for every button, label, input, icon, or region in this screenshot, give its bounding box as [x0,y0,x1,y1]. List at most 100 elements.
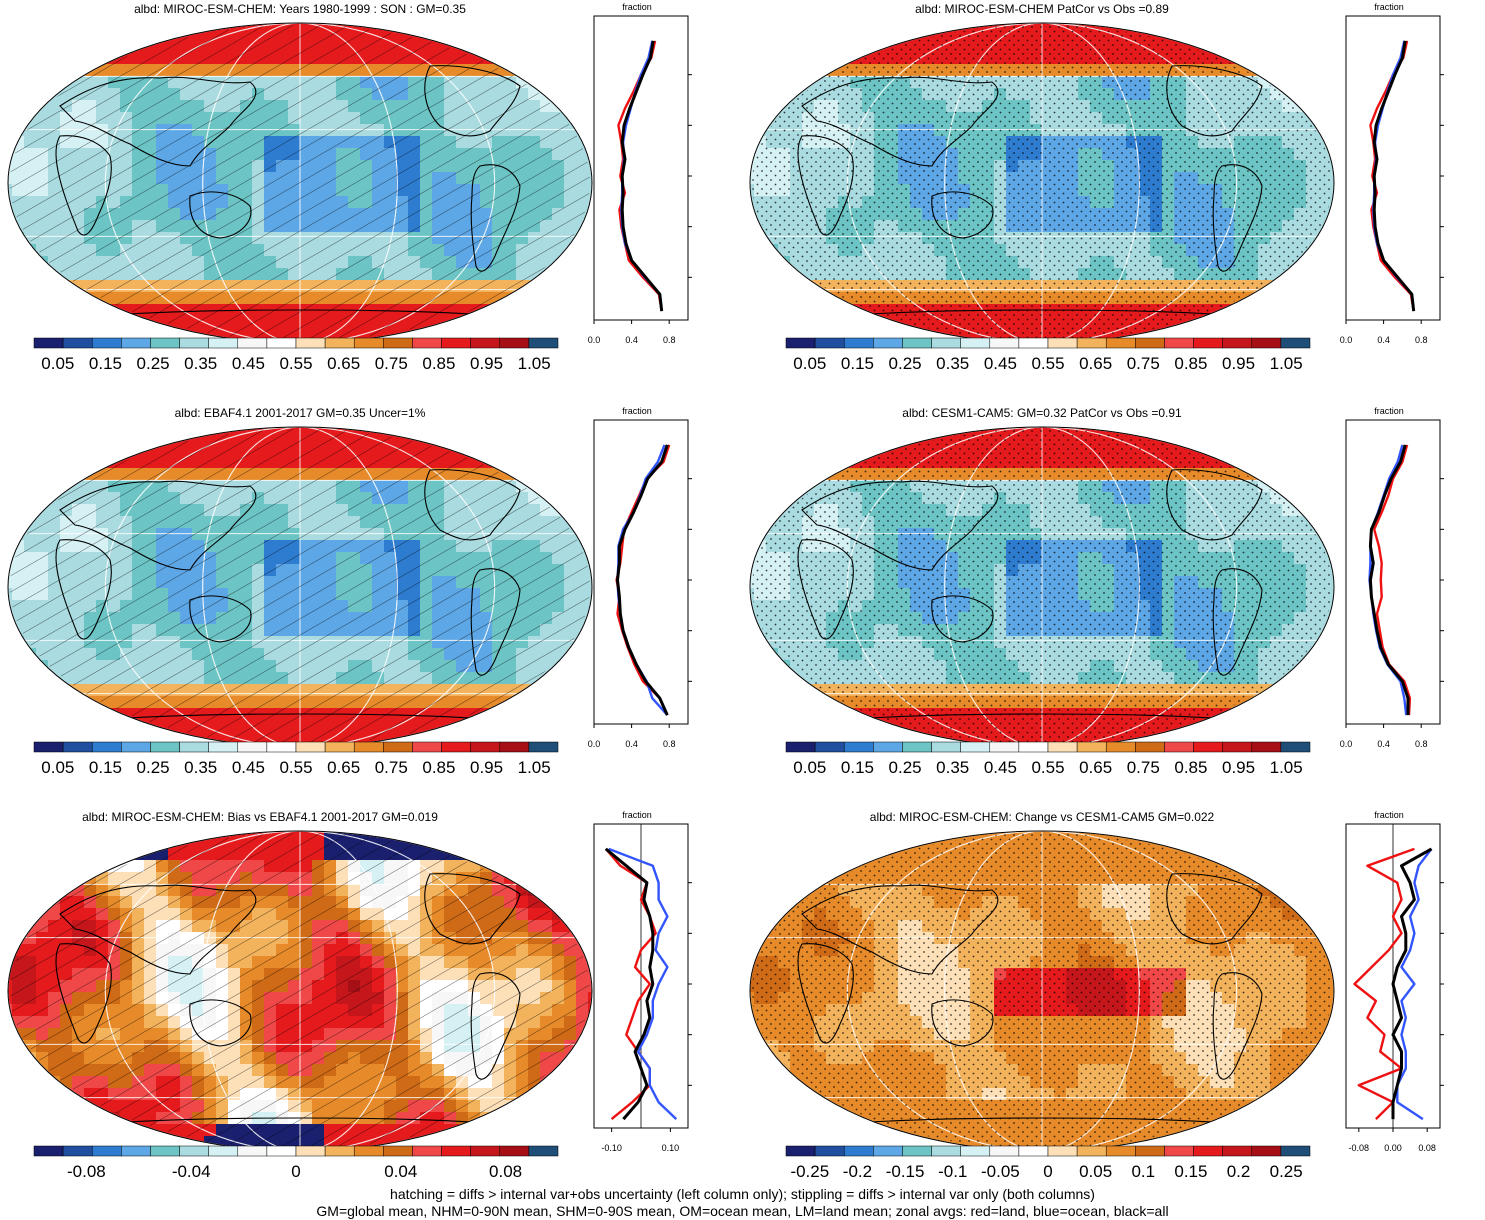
colorbar-swatch [209,338,238,348]
colorbar-tick-label: 0.75 [1127,758,1160,777]
colorbar-swatch [500,1146,529,1156]
colorbar-tick-label: -0.08 [67,1162,106,1181]
colorbar-swatch [150,338,179,348]
colorbar-swatch [325,338,354,348]
colorbar-swatch [354,1146,383,1156]
colorbar-swatch [471,1146,500,1156]
colorbar-swatch [442,1146,471,1156]
colorbar-swatch [354,338,383,348]
colorbar-tick-label: 0.05 [41,354,74,373]
colorbar-swatch [471,338,500,348]
colorbar-swatch [932,742,961,752]
colorbar-tick-label: 0.25 [889,758,922,777]
colorbar-swatch [180,338,209,348]
colorbar-tick-label: -0.2 [843,1162,872,1181]
colorbar-swatch [1164,338,1193,348]
colorbar-tick-label: 0.08 [489,1162,522,1181]
panel-title: albd: CESM1-CAM5: GM=0.32 PatCor vs Obs … [742,406,1342,420]
colorbar-swatch [1019,1146,1048,1156]
colorbar-swatch [529,338,558,348]
colorbar-tick-label: 0.85 [1174,758,1207,777]
colorbar-tick-label: 0.45 [984,758,1017,777]
x-tick-label: 0.0 [588,335,601,345]
colorbar-swatch [1048,742,1077,752]
colorbar-swatch [383,742,412,752]
colorbar-tick-label: 1.05 [1270,354,1303,373]
colorbar-swatch [63,338,92,348]
colorbar-swatch [180,1146,209,1156]
colorbar-swatch [296,742,325,752]
map-plot [0,824,600,1154]
hatching-overlay [10,833,590,1149]
colorbar-tick-label: 0.75 [1127,354,1160,373]
colorbar-tick-label: -0.04 [172,1162,211,1181]
colorbar-swatch [815,338,844,348]
colorbar-swatch [1164,1146,1193,1156]
colorbar-tick-label: 1.05 [518,758,551,777]
colorbar-swatch [1077,742,1106,752]
colorbar-tick-label: 0.85 [422,758,455,777]
panel-2: albd: MIROC-ESM-CHEM PatCor vs Obs =0.89… [742,0,1485,390]
colorbar-swatch [63,1146,92,1156]
colorbar-swatch [63,742,92,752]
panel-title: albd: MIROC-ESM-CHEM PatCor vs Obs =0.89 [742,2,1342,16]
colorbar-tick-label: 0.95 [1222,758,1255,777]
colorbar-tick-label: 0.45 [232,758,265,777]
colorbar-swatch [412,742,441,752]
colorbar-swatch [412,1146,441,1156]
colorbar-tick-label: 0.45 [232,354,265,373]
colorbar-swatch [1281,338,1310,348]
colorbar-swatch [383,338,412,348]
zonal-mean-plot: fraction60N30N030S60S-0.100.10 [582,808,692,1154]
map-plot [742,824,1342,1154]
colorbar-swatch [34,1146,63,1156]
x-tick-label: -0.10 [601,1143,622,1153]
colorbar-swatch [500,742,529,752]
colorbar-swatch [180,742,209,752]
colorbar-swatch [354,742,383,752]
colorbar-swatch [238,1146,267,1156]
colorbar-swatch [1252,742,1281,752]
colorbar-swatch [92,1146,121,1156]
colorbar-swatch [150,1146,179,1156]
colorbar-swatch [1077,1146,1106,1156]
colorbar-swatch [383,1146,412,1156]
colorbar-tick-label: -0.25 [790,1162,829,1181]
colorbar-swatch [932,1146,961,1156]
hatching-overlay [10,25,590,341]
colorbar-tick-label: 0.95 [1222,354,1255,373]
colorbar-tick-label: 0.05 [41,758,74,777]
zonal-mean-plot: fraction60N30N030S60S0.00.40.8 [582,404,692,750]
colorbar-tick-label: 0.75 [375,758,408,777]
footer-note-1: hatching = diffs > internal var+obs unce… [0,1186,1485,1203]
colorbar-swatch [786,1146,815,1156]
colorbar-swatch [990,1146,1019,1156]
zonal-mean-plot: fraction60N30N030S60S-0.080.000.08 [1334,808,1444,1154]
colorbar-swatch [296,1146,325,1156]
colorbar-tick-label: 0.65 [1079,758,1112,777]
colorbar-swatch [121,742,150,752]
colorbar-swatch [1223,338,1252,348]
zonal-xlabel: fraction [1374,2,1404,12]
map-plot [742,420,1342,750]
colorbar-swatch [1135,742,1164,752]
colorbar-swatch [442,742,471,752]
panel-4: albd: CESM1-CAM5: GM=0.32 PatCor vs Obs … [742,404,1485,794]
colorbar-swatch [1281,742,1310,752]
colorbar-swatch [844,338,873,348]
colorbar-swatch [92,338,121,348]
colorbar-swatch [1048,1146,1077,1156]
colorbar-tick-label: 0.35 [184,354,217,373]
colorbar-tick-label: 0.1 [1131,1162,1155,1181]
x-tick-label: 0.4 [625,739,638,749]
colorbar-swatch [500,338,529,348]
colorbar-swatch [932,338,961,348]
panel-title: albd: MIROC-ESM-CHEM: Bias vs EBAF4.1 20… [0,810,520,824]
colorbar-tick-label: 0.75 [375,354,408,373]
colorbar-swatch [1077,338,1106,348]
colorbar-swatch [1106,338,1135,348]
x-tick-label: 0.8 [1415,739,1428,749]
x-tick-label: -0.08 [1349,1143,1370,1153]
